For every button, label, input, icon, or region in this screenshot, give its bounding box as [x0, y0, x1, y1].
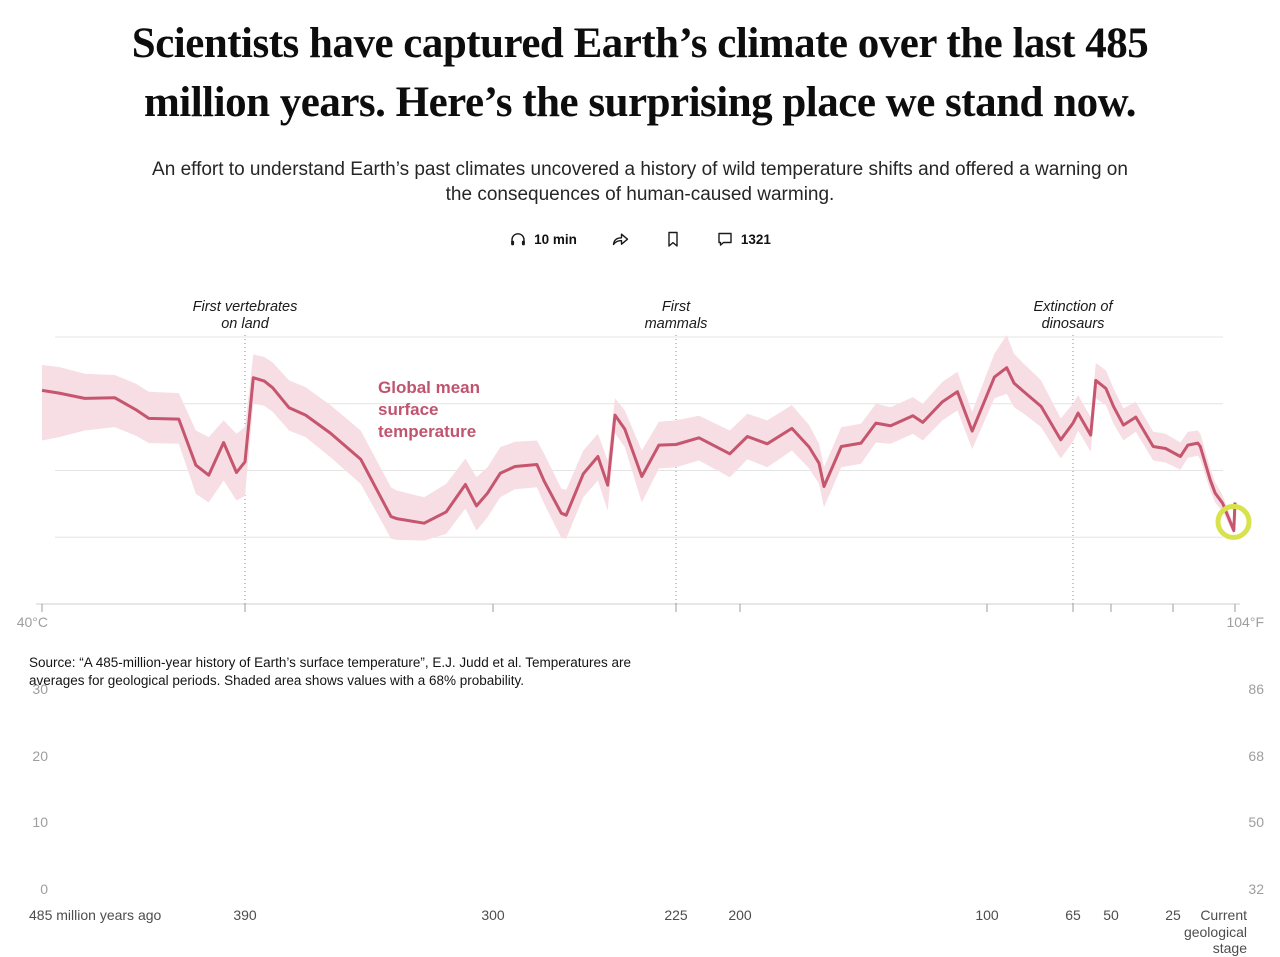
comment-icon	[716, 230, 734, 248]
page-subtitle-line-1: An effort to understand Earth’s past cli…	[152, 159, 1128, 180]
x-axis-label-300: 300	[481, 907, 505, 923]
bookmark-button[interactable]	[664, 230, 682, 248]
y-axis-label-left-0: 0	[40, 881, 48, 897]
x-axis-label-current-stage: Current geological stage	[1183, 907, 1247, 956]
source-note: Source: “A 485-million-year history of E…	[29, 654, 669, 690]
page-subtitle: An effort to understand Earth’s past cli…	[0, 157, 1280, 207]
bookmark-icon	[664, 230, 682, 248]
climate-chart: 40°C 104°F 30 86 20 68 10 50 0 32 485 million year…	[0, 285, 1280, 956]
page-title-line-2: million years. Here’s the surprising pla…	[143, 79, 1137, 126]
y-axis-label-right-30: 86	[1248, 680, 1264, 697]
y-axis-label-left-10: 10	[32, 814, 48, 831]
comments-button[interactable]: 1321	[716, 230, 771, 248]
y-axis-label-left-20: 20	[32, 747, 48, 764]
x-axis-label-100: 100	[975, 907, 999, 923]
x-axis-label-485: 485 million years ago	[29, 907, 162, 923]
headphones-icon	[509, 230, 527, 248]
current-stage-highlight-ring	[1215, 503, 1252, 540]
x-axis-label-390: 390	[233, 907, 257, 923]
x-axis-label-225: 225	[664, 907, 688, 923]
climate-chart-canvas	[36, 335, 1252, 612]
page-subtitle-line-2: the consequences of human-caused warming…	[445, 184, 835, 205]
comments-count: 1321	[740, 231, 771, 247]
share-button[interactable]	[611, 230, 630, 248]
page-title-line-1: Scientists have captured Earth’s climate…	[131, 20, 1149, 67]
share-icon	[611, 230, 630, 248]
listen-duration: 10 min	[534, 231, 577, 247]
x-axis-label-50: 50	[1103, 907, 1119, 923]
confidence-band	[42, 335, 1235, 541]
y-axis-label-right-0: 32	[1248, 881, 1264, 897]
y-axis-label-right-20: 68	[1248, 747, 1264, 764]
source-note-line-1: Source: “A 485-million-year history of E…	[29, 655, 632, 670]
page-title: Scientists have captured Earth’s climate…	[0, 14, 1280, 132]
y-axis-label-right-10: 50	[1248, 814, 1264, 831]
source-note-line-2: averages for geological periods. Shaded …	[29, 673, 525, 688]
temperature-line	[41, 366, 1237, 533]
x-axis-label-25: 25	[1165, 907, 1181, 923]
article-meta-bar: 10 min 1321	[0, 230, 1280, 248]
x-axis-label-200: 200	[728, 907, 752, 923]
x-axis-label-65: 65	[1065, 907, 1081, 923]
listen-button[interactable]: 10 min	[509, 230, 577, 248]
